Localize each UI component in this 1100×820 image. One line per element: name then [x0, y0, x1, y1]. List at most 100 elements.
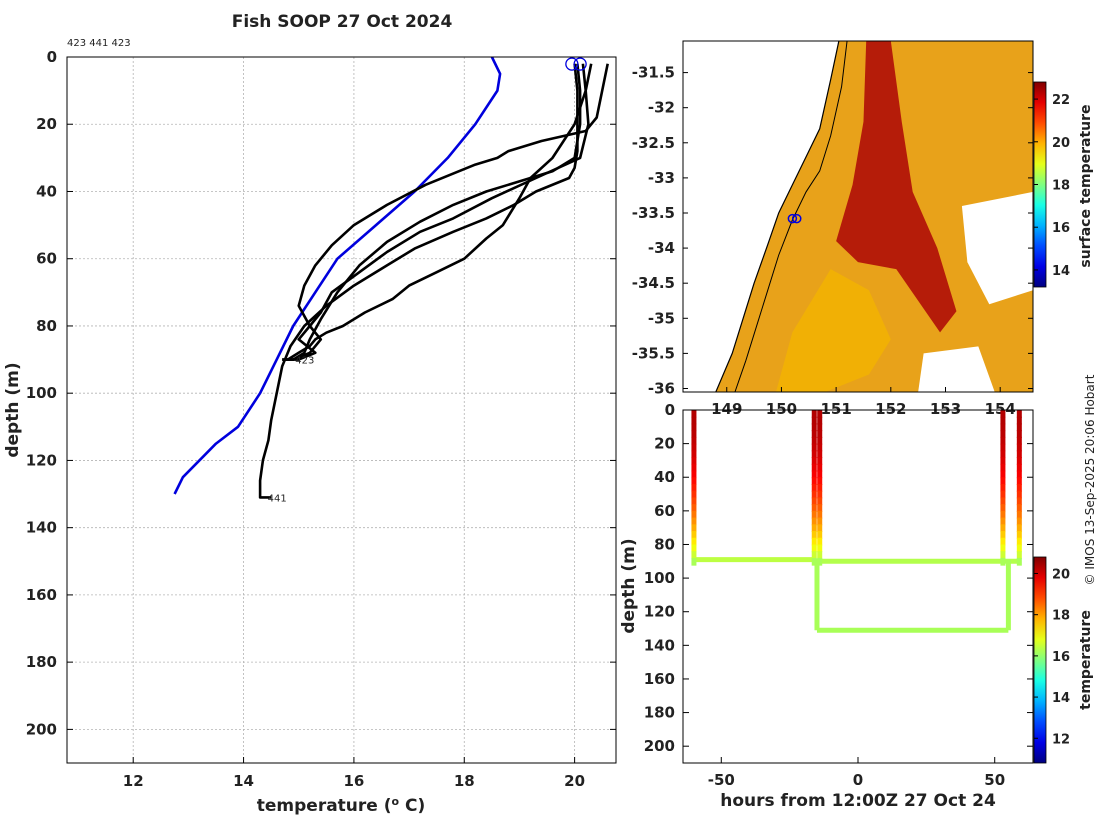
map-x-tick-label: 150	[766, 400, 797, 418]
cast-segment	[811, 517, 817, 526]
cast-segment	[1000, 504, 1006, 512]
cast-segment	[817, 517, 823, 526]
cast-segment	[1000, 470, 1006, 479]
cast-segment	[691, 436, 697, 445]
cast-segment	[817, 457, 823, 465]
cast-segment	[811, 537, 817, 546]
map-y-tick-label: -35	[648, 309, 675, 327]
cast-segment	[1016, 477, 1022, 485]
cast-segment	[811, 477, 817, 485]
cast-segment	[1000, 497, 1006, 506]
map-y-tick-label: -34.5	[632, 274, 675, 292]
cast-segment	[691, 457, 697, 465]
cast-segment	[1000, 436, 1006, 445]
cast-segment	[811, 483, 817, 492]
y-tick-label: 160	[26, 586, 57, 604]
plot-frame	[66, 56, 617, 764]
cast-segment	[1016, 517, 1022, 526]
cast-segment	[817, 524, 823, 533]
profile-4-line	[282, 63, 590, 361]
cast-segment	[811, 557, 817, 566]
y-tick-label: 60	[36, 250, 57, 268]
y-tick-label: 120	[26, 451, 57, 469]
cast-segment	[691, 510, 697, 519]
profile-end-label: 441	[268, 493, 287, 504]
x-tick-label: 50	[984, 771, 1005, 789]
cast-segment	[1000, 531, 1006, 539]
sst-colorbar-tick-label: 18	[1052, 179, 1070, 194]
map-x-tick-label: 154	[985, 400, 1016, 418]
cast-segment	[691, 557, 697, 566]
cast-segment	[811, 423, 817, 432]
x-tick-label: 0	[853, 771, 863, 789]
ship-position-marker	[787, 213, 798, 224]
cast-segment	[1016, 531, 1022, 539]
map-y-tick-label: -33	[648, 169, 675, 187]
y-tick-label: 20	[36, 115, 57, 133]
map-x-tick-label: 153	[930, 400, 961, 418]
cast-segment	[1016, 423, 1022, 432]
map-y-tick-label: -33.5	[632, 204, 675, 222]
cast-segment	[691, 470, 697, 479]
y-tick-label: 40	[654, 468, 675, 486]
cast-segment	[691, 524, 697, 533]
map-layers	[715, 41, 1033, 392]
cast-segment	[1000, 457, 1006, 465]
cast-segment	[817, 510, 823, 519]
ship-position-marker	[792, 213, 802, 224]
depth-profile-chart: 12 14 16 18 20020406080100120140160180200423…	[26, 48, 617, 790]
y-tick-label: 120	[644, 603, 675, 621]
cast-segment	[811, 457, 817, 465]
x-tick-label: 16	[343, 772, 364, 790]
x-tick-label: -50	[708, 771, 735, 789]
cast-segment	[811, 497, 817, 506]
sst-colorbar-tick-label: 16	[1052, 221, 1070, 236]
profile-x-axis-label: temperature (o C)	[257, 795, 426, 817]
cast-segment	[817, 504, 823, 512]
cast-segment	[1000, 517, 1006, 526]
cast-segment	[817, 497, 823, 506]
cast-segment	[817, 537, 823, 546]
cast-segment	[1016, 436, 1022, 445]
cast-segment	[811, 504, 817, 512]
y-tick-label: 40	[36, 182, 57, 200]
cast-segment	[691, 544, 697, 553]
y-tick-label: 0	[665, 401, 675, 419]
map-y-tick-label: -36	[648, 379, 675, 397]
cast-segment	[817, 531, 823, 539]
y-tick-label: 160	[644, 670, 675, 688]
cast-segment	[1016, 490, 1022, 499]
profile-3-line	[287, 63, 609, 361]
cast-segment	[691, 517, 697, 526]
cast-segment	[811, 450, 817, 459]
cast-segment	[1000, 450, 1006, 459]
y-tick-label: 200	[644, 737, 675, 755]
map-frame	[682, 40, 1034, 393]
cast-segment	[1016, 557, 1022, 566]
cast-segment	[1016, 504, 1022, 512]
y-tick-label: 200	[26, 720, 57, 738]
cast-segment	[1000, 416, 1006, 425]
cast-segment	[691, 504, 697, 512]
cast-segment	[811, 416, 817, 425]
cast-segment	[1016, 524, 1022, 533]
cast-segment	[811, 551, 817, 559]
cast-segment	[817, 423, 823, 432]
map-y-tick-label: -34	[648, 239, 675, 257]
cast-segment	[691, 531, 697, 539]
cast-segment	[1016, 537, 1022, 546]
cast-segment	[1016, 551, 1022, 559]
sst-colorbar-tick-label: 22	[1052, 93, 1070, 108]
cast-segment	[1000, 430, 1006, 438]
profile-start-marker	[565, 57, 579, 71]
cast-segment	[1000, 510, 1006, 519]
cast-segment	[811, 510, 817, 519]
map-x-tick-label: 149	[711, 400, 742, 418]
coastline	[715, 41, 840, 392]
cool-band	[775, 269, 891, 392]
cast-segment	[1016, 544, 1022, 553]
map-y-tick-label: -31.5	[632, 64, 675, 82]
cast-segment	[1000, 557, 1006, 566]
cast-segment	[691, 477, 697, 485]
